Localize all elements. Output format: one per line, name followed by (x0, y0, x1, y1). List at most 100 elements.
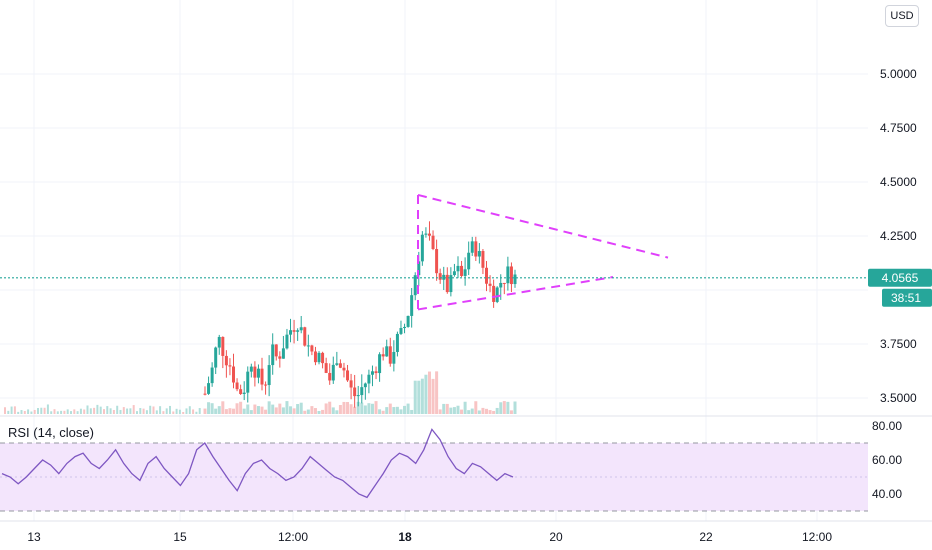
candle-body (438, 273, 442, 280)
volume-bar (271, 404, 275, 414)
volume-bar (392, 407, 396, 414)
candle-body (399, 328, 403, 334)
volume-bar (256, 406, 260, 414)
rsi-title: RSI (14, close) (8, 425, 94, 440)
volume-bar (10, 406, 13, 414)
volume-bar (281, 407, 285, 414)
candle-body (203, 393, 207, 395)
volume-bar (410, 409, 414, 414)
candle-body (413, 275, 417, 296)
volume-bar (342, 401, 346, 414)
candle-body (313, 351, 317, 363)
volume-bar (477, 410, 481, 414)
time-label: 12:00 (278, 530, 308, 544)
volume-bar (210, 403, 214, 414)
price-tick: 3.5000 (880, 391, 917, 405)
volume-bar (119, 409, 122, 414)
candle-body (367, 374, 371, 384)
candle-body (410, 295, 414, 316)
volume-bar (70, 411, 72, 414)
volume-bar (136, 411, 138, 414)
candle-body (310, 345, 314, 352)
volume-bar (456, 405, 460, 414)
volume-bar (463, 401, 467, 414)
volume-bar (132, 405, 135, 414)
candle-body (214, 347, 218, 368)
countdown-label (882, 288, 932, 307)
candle-body (417, 261, 421, 276)
volume-bar (264, 409, 268, 414)
candle-body (506, 266, 510, 284)
volume-bar (4, 407, 6, 414)
candle-body (271, 344, 275, 366)
candle-body (249, 366, 253, 372)
volume-bar (198, 408, 201, 414)
volume-bar (274, 407, 278, 414)
price-tick: 3.7500 (880, 337, 917, 351)
time-label: 22 (699, 530, 713, 544)
volume-bar (253, 404, 257, 414)
candle-body (232, 366, 236, 383)
candle-body (374, 371, 378, 374)
volume-bar (149, 405, 152, 414)
candle-body (431, 235, 435, 250)
rsi-tick: 80.00 (872, 419, 902, 433)
currency-button[interactable]: USD (885, 5, 919, 27)
volume-bar (452, 407, 456, 414)
candle-body (267, 365, 271, 386)
candle-body (499, 282, 503, 288)
volume-bar (155, 410, 158, 414)
volume-bar (331, 407, 335, 414)
volume-bar (249, 410, 253, 414)
volume-bar (488, 410, 492, 414)
candle-body (449, 275, 453, 293)
volume-bar (285, 401, 289, 414)
volume-bar (299, 402, 303, 414)
candle-body (253, 366, 257, 378)
time-axis[interactable]: 13 15 12:00 18 20 22 12:00 (27, 530, 832, 544)
volume-bar (96, 404, 99, 414)
volume-bar (43, 407, 46, 414)
candle-body (264, 384, 268, 386)
time-label: 12:00 (802, 530, 832, 544)
candle-body (246, 371, 250, 393)
volume-bar (30, 411, 33, 414)
volume-bar (349, 404, 353, 414)
volume-bar (175, 408, 178, 414)
volume-bar (172, 411, 175, 414)
volume-bar (406, 403, 410, 414)
rsi-tick: 40.00 (872, 487, 902, 501)
volume-bar (303, 410, 307, 414)
volume-bar (474, 401, 478, 414)
volume-bar (46, 404, 49, 414)
volume-bar (317, 410, 321, 414)
volume-bar (63, 410, 66, 414)
volume-bar (467, 410, 471, 414)
candle-body (274, 344, 278, 357)
candle-body (363, 383, 367, 388)
volume-bar (424, 374, 428, 414)
volume-bar (185, 408, 188, 414)
volume-bar (385, 407, 389, 414)
candle-body (331, 364, 335, 381)
candle-body (477, 251, 481, 257)
volume-bar (449, 407, 453, 414)
volume-bar (374, 401, 378, 414)
candle-body (281, 348, 285, 359)
candle-body (292, 330, 296, 332)
rsi-scale[interactable]: 80.00 60.00 40.00 (872, 419, 902, 501)
volume-bar (246, 404, 250, 414)
candle-body (442, 274, 446, 280)
last-price-value: 4.0565 (882, 271, 919, 285)
volume-bar (260, 406, 264, 414)
time-label: 13 (27, 530, 41, 544)
volume-bar (495, 407, 499, 414)
candle-body (256, 368, 260, 378)
volume-bar (310, 406, 314, 414)
candle-body (406, 315, 410, 327)
candle-body (467, 252, 471, 270)
candle-body (239, 389, 243, 394)
candle-body (353, 387, 357, 397)
price-scale[interactable]: 5.0000 4.7500 4.5000 4.2500 3.7500 3.500… (880, 67, 917, 405)
